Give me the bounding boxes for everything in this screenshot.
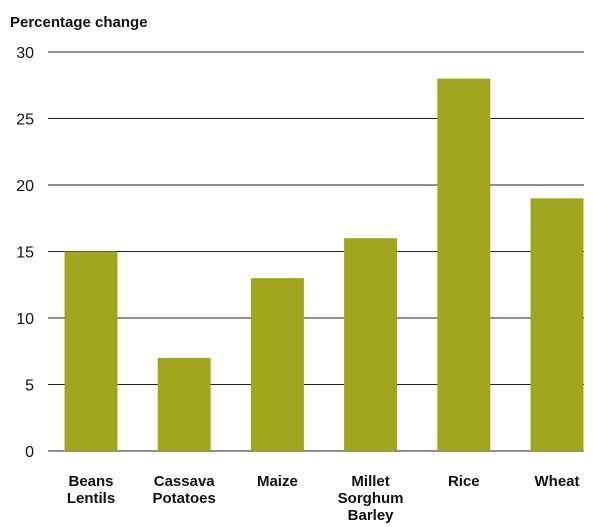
x-tick-label: Sorghum (338, 490, 404, 507)
bar (250, 278, 304, 451)
x-tick-label: Barley (348, 507, 395, 524)
y-tick-label: 5 (25, 378, 34, 395)
x-tick-label: Cassava (154, 473, 216, 490)
x-tick-label: Wheat (535, 473, 580, 490)
bar (64, 251, 118, 451)
y-tick-label: 20 (16, 178, 34, 195)
bar (437, 78, 491, 451)
y-tick-label: 0 (25, 444, 34, 461)
x-tick-label: Beans (68, 473, 113, 490)
y-tick-labels: 0 5 10 15 20 25 30 (16, 45, 34, 461)
bar (530, 198, 584, 451)
y-tick-label: 30 (16, 45, 34, 62)
y-tick-label: 25 (16, 112, 34, 129)
bars (64, 78, 584, 451)
gridlines (48, 51, 584, 452)
x-tick-label: Lentils (67, 490, 115, 507)
bar (157, 357, 211, 451)
x-tick-label: Rice (448, 473, 480, 490)
y-tick-label: 10 (16, 311, 34, 328)
x-tick-label: Potatoes (153, 490, 216, 507)
y-tick-label: 15 (16, 245, 34, 262)
y-axis-title: Percentage change (10, 14, 148, 31)
bar (344, 238, 398, 451)
x-tick-label: Millet (351, 473, 389, 490)
x-tick-label: Maize (257, 473, 298, 490)
